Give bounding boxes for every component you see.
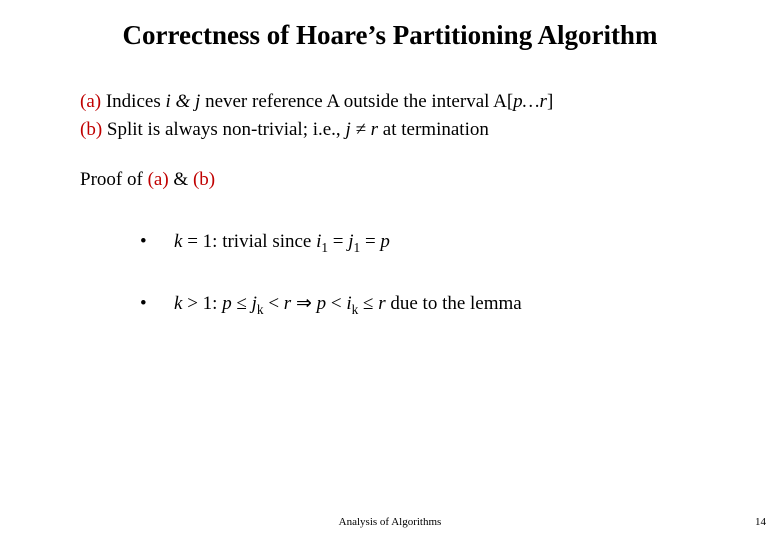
claim-a-pre: Indices: [101, 91, 165, 112]
t: <: [264, 293, 284, 314]
claim-a: (a) Indices i & j never reference A outs…: [80, 91, 740, 113]
bullet-list: • k = 1: trivial since i1 = j1 = p • k >…: [80, 231, 740, 318]
implies: ⇒: [291, 293, 316, 314]
claim-a-label: (a): [80, 91, 101, 112]
claim-b: (b) Split is always non-trivial; i.e., j…: [80, 119, 740, 141]
proof-amp: &: [169, 169, 193, 190]
slide-body: (a) Indices i & j never reference A outs…: [0, 91, 780, 318]
bullet-marker: •: [140, 231, 174, 253]
t: trivial since: [222, 231, 316, 252]
proof-pre: Proof of: [80, 169, 148, 190]
proof-heading: Proof of (a) & (b): [80, 169, 740, 191]
t: = 1:: [182, 231, 222, 252]
t: > 1:: [182, 293, 222, 314]
t: =: [360, 231, 380, 252]
bullet-1-content: k = 1: trivial since i1 = j1 = p: [174, 231, 390, 256]
r-var: r: [378, 293, 385, 314]
t: due to the lemma: [386, 293, 522, 314]
proof-b: (b): [193, 169, 215, 190]
bullet-2-content: k > 1: p ≤ jk < r ⇒ p < ik ≤ r due to th…: [174, 292, 522, 318]
jk-sub: k: [257, 302, 264, 317]
claim-b-post: at termination: [378, 119, 489, 140]
t: <: [326, 293, 346, 314]
page-number: 14: [755, 516, 766, 528]
claim-a-interval: p…r: [513, 91, 547, 112]
p-var: p: [380, 231, 390, 252]
slide-title: Correctness of Hoare’s Partitioning Algo…: [0, 0, 780, 91]
p-var: p: [222, 293, 232, 314]
bullet-item: • k > 1: p ≤ jk < r ⇒ p < ik ≤ r due to …: [140, 292, 740, 318]
footer-text: Analysis of Algorithms: [0, 516, 780, 528]
claim-a-post: never reference A outside the interval A…: [200, 91, 513, 112]
bullet-item: • k = 1: trivial since i1 = j1 = p: [140, 231, 740, 256]
claim-b-rel: j ≠ r: [345, 119, 378, 140]
p-var: p: [317, 293, 327, 314]
t: ≤: [232, 293, 252, 314]
claim-b-label: (b): [80, 119, 102, 140]
claim-a-close: ]: [547, 91, 553, 112]
claim-b-pre: Split is always non-trivial; i.e.,: [102, 119, 345, 140]
t: =: [328, 231, 348, 252]
proof-a: (a): [148, 169, 169, 190]
t: ≤: [358, 293, 378, 314]
claim-a-ij: i & j: [165, 91, 200, 112]
bullet-marker: •: [140, 293, 174, 315]
